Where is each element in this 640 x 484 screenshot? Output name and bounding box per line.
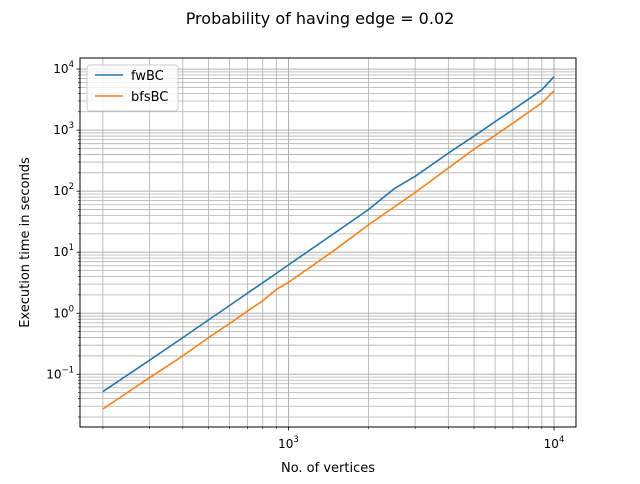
y-tick-label: 101 [53,243,74,259]
y-tick-label: 104 [53,60,74,76]
series-layer [102,76,555,410]
legend-label-bfsbc: bfsBC [131,90,168,105]
x-tick-label: 103 [278,435,299,451]
tick-layer: 103 104 10−1 100 101 102 103 104 [46,60,564,451]
plot-frame [79,57,577,428]
grid-layer [80,58,576,427]
y-axis-label: Execution time in seconds [18,157,33,328]
legend: fwBC bfsBC [86,64,179,112]
legend-label-fwbc: fwBC [131,69,164,84]
y-tick-label: 10−1 [46,365,74,381]
x-axis-label: No. of vertices [281,461,375,476]
chart-title: Probability of having edge = 0.02 [186,9,455,28]
x-tick-label: 104 [544,435,565,451]
series-line-fwbc [102,76,555,393]
y-tick-label: 103 [53,121,74,137]
y-tick-label: 100 [53,304,74,320]
legend-frame [86,64,179,112]
y-tick-label: 102 [53,182,74,198]
series-line-bfsbc [102,90,555,410]
